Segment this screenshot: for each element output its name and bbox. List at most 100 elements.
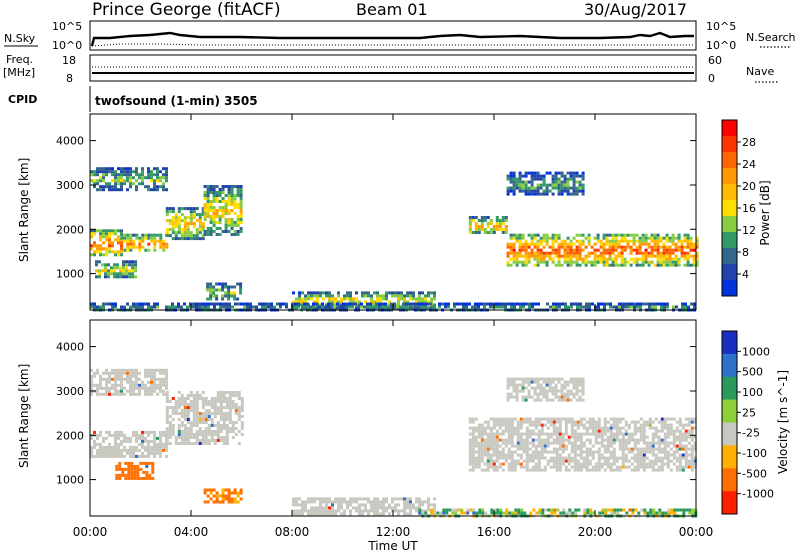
velocity-cell-1	[186, 406, 190, 409]
velocity-cell-6	[477, 432, 481, 436]
velocity-cell-6	[630, 435, 634, 439]
velocity-cell-6	[690, 417, 694, 421]
velocity-cell-6	[516, 441, 520, 445]
velocity-cell-6	[651, 426, 655, 430]
power-cell-11	[222, 305, 225, 309]
velocity-cell-0	[147, 442, 150, 446]
power-cell-4	[165, 179, 168, 183]
velocity-cell-6	[525, 420, 529, 424]
power-cell-9	[671, 239, 675, 243]
velocity-cell-1	[225, 424, 229, 427]
power-cell-6	[236, 297, 240, 301]
power-cell-11	[609, 302, 612, 306]
power-cell-3	[233, 233, 237, 236]
power-cell-3	[239, 200, 243, 203]
velocity-cell-1	[213, 406, 217, 409]
velocity-cell-0	[114, 445, 117, 449]
power-cell-6	[239, 285, 243, 289]
power-cell-3	[215, 227, 219, 230]
power-cell-4	[129, 173, 132, 177]
power-cell-9	[563, 239, 567, 243]
power-cell-9	[674, 248, 678, 252]
velocity-cell-6	[615, 420, 619, 424]
velocity-cell-8	[475, 511, 479, 515]
power-cell-9	[614, 257, 618, 261]
velocity-cell-6	[618, 420, 622, 424]
velocity-cell-6	[558, 468, 562, 472]
velocity-cell-7	[536, 386, 540, 390]
power-cell-9	[515, 239, 519, 243]
velocity-cell-0	[147, 454, 150, 458]
velocity-cell-8	[658, 511, 662, 515]
velocity-cell-7	[539, 392, 543, 396]
power-cell-1	[147, 236, 151, 240]
power-cell-3	[236, 185, 240, 188]
power-cell-9	[560, 245, 564, 249]
power-cell-9	[572, 260, 576, 264]
power-cell-9	[659, 251, 663, 255]
velocity-cell-2	[165, 383, 168, 387]
power-cell-6	[206, 288, 210, 292]
velocity-cell-8	[544, 508, 548, 512]
power-cell-0	[99, 244, 102, 248]
power-cell-9	[686, 236, 690, 240]
power-cell-10	[518, 180, 522, 184]
power-cell-9	[605, 248, 609, 252]
velocity-cell-6	[480, 453, 484, 457]
power-cell-9	[626, 239, 630, 243]
power-cell-9	[563, 242, 567, 246]
power-cell-2	[198, 231, 202, 235]
power-cell-0	[93, 232, 96, 236]
power-cell-3	[224, 212, 228, 215]
power-cell-10	[536, 171, 540, 175]
velocity-cell-5	[322, 500, 325, 504]
power-cell-9	[539, 254, 543, 258]
power-cell-9	[611, 263, 615, 267]
power-cell-9	[518, 248, 522, 252]
power-cell-11	[516, 302, 519, 306]
power-cell-2	[180, 231, 184, 235]
power-cell-9	[575, 257, 579, 261]
velocity-cell-6	[621, 447, 625, 451]
velocity-cell-1	[192, 442, 196, 445]
power-cell-0	[108, 244, 111, 248]
velocity-cell-4	[221, 497, 225, 501]
velocity-cell-7	[542, 389, 546, 393]
power-cell-1	[129, 233, 133, 237]
velocity-cell-6	[540, 444, 544, 448]
power-cell-2	[186, 228, 190, 232]
velocity-cell-6	[543, 444, 547, 448]
power-cell-3	[236, 188, 240, 191]
velocity-cell-1	[207, 415, 211, 418]
velocity-cell-6	[528, 456, 532, 460]
power-cell-4	[156, 173, 159, 177]
velocity-cell-7	[566, 392, 570, 396]
velocity-cell-1	[231, 400, 235, 403]
velocity-cell-6	[612, 456, 616, 460]
power-cell-7	[334, 297, 337, 301]
velocity-cell-0	[123, 445, 126, 449]
velocity-cell-5	[361, 512, 364, 516]
power-cell-2	[168, 222, 172, 226]
velocity-cell-5	[403, 509, 406, 513]
power-cell-9	[569, 254, 573, 258]
velocity-cell-1	[210, 403, 214, 406]
power-cell-11	[612, 305, 615, 309]
power-cell-10	[539, 177, 543, 181]
power-cell-11	[156, 302, 159, 306]
power-cell-2	[189, 213, 193, 217]
power-cell-3	[206, 215, 210, 218]
velocity-cell-6	[645, 465, 649, 469]
power-cell-7	[370, 300, 373, 304]
velocity-cell-8	[454, 508, 458, 512]
velocity-cell-7	[554, 395, 558, 399]
velocity-cell-7	[578, 395, 582, 399]
power-cell-7	[364, 300, 367, 304]
velocity-cell-6	[678, 447, 682, 451]
power-cell-9	[644, 257, 648, 261]
power-cell-9	[527, 242, 531, 246]
velocity-cell-0	[120, 439, 123, 443]
power-cell-11	[579, 302, 582, 306]
power-cell-9	[560, 263, 564, 267]
velocity-cell-8	[604, 508, 608, 512]
